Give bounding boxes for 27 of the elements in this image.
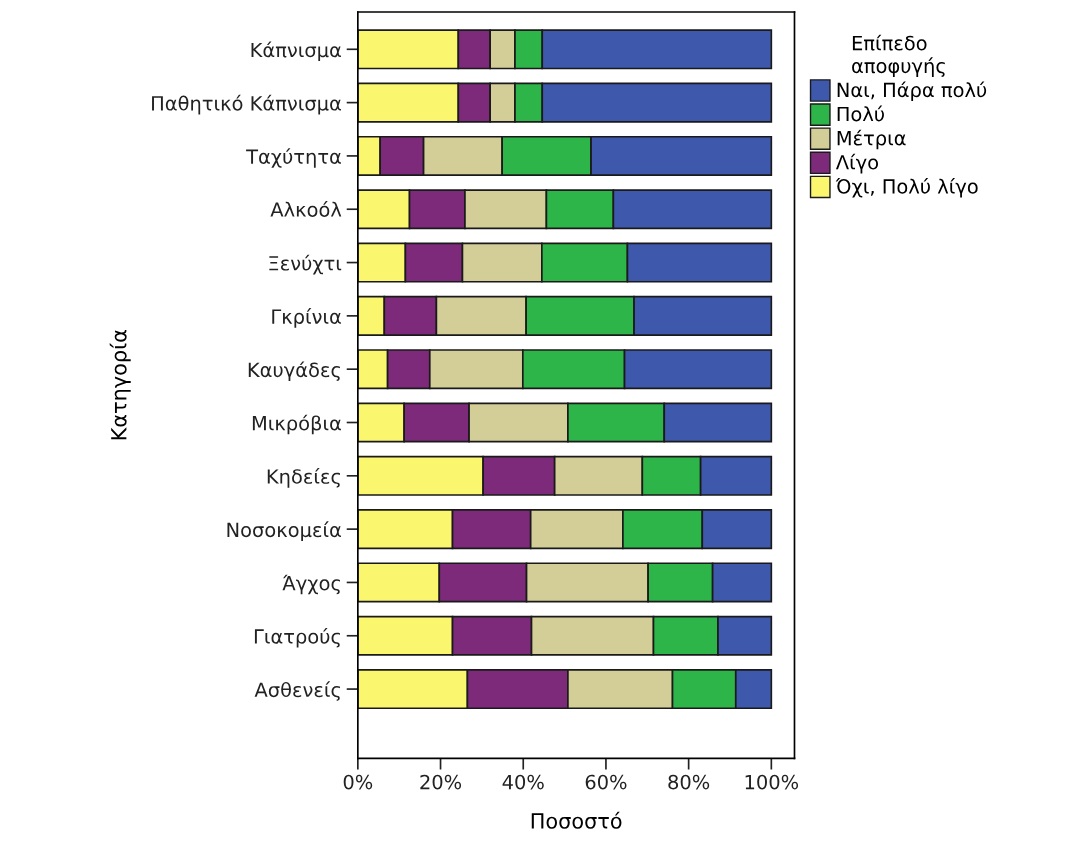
y-tick-label: Παθητικό Κάπνισμα: [152, 94, 341, 115]
legend-label: Ναι, Πάρα πολύ: [837, 81, 987, 102]
y-tick-label: Μικρόβια: [252, 414, 341, 435]
y-tick-label: Γκρίνια: [272, 308, 341, 328]
x-tick-label: 80%: [668, 774, 710, 790]
y-tick-label: Γιατρούς: [254, 627, 340, 648]
y-tick-label: Αλκοόλ: [270, 201, 342, 217]
x-tick-label: 20%: [420, 774, 462, 790]
y-tick-label: Ταχύτητα: [246, 148, 341, 168]
y-tick-label: Ασθενείς: [254, 681, 340, 701]
legend-label: Πολύ: [837, 105, 884, 122]
x-tick-label: 100%: [745, 774, 799, 790]
y-tick-label: Καυγάδες: [248, 361, 340, 382]
x-tick-label: 60%: [585, 774, 627, 790]
y-tick-label: Νοσοκομεία: [227, 521, 341, 541]
legend-title: Επίπεδο αποφυγής: [852, 34, 945, 77]
x-tick-label: 0%: [343, 774, 373, 790]
x-tick-label: 40%: [502, 774, 544, 790]
legend-label: Λίγο: [835, 153, 879, 174]
y-axis-title: Κατηγορία: [109, 330, 131, 440]
y-tick-label: Ξενύχτι: [269, 254, 342, 275]
y-tick-label: Κάπνισμα: [251, 41, 341, 62]
legend-label: Μέτρια: [837, 129, 906, 150]
legend-label: Όχι, Πολύ λίγο: [835, 177, 978, 198]
x-axis-title: Ποσοστό: [531, 811, 622, 829]
y-tick-label: Άγχος: [282, 574, 340, 595]
y-tick-label: Κηδείες: [267, 468, 340, 488]
